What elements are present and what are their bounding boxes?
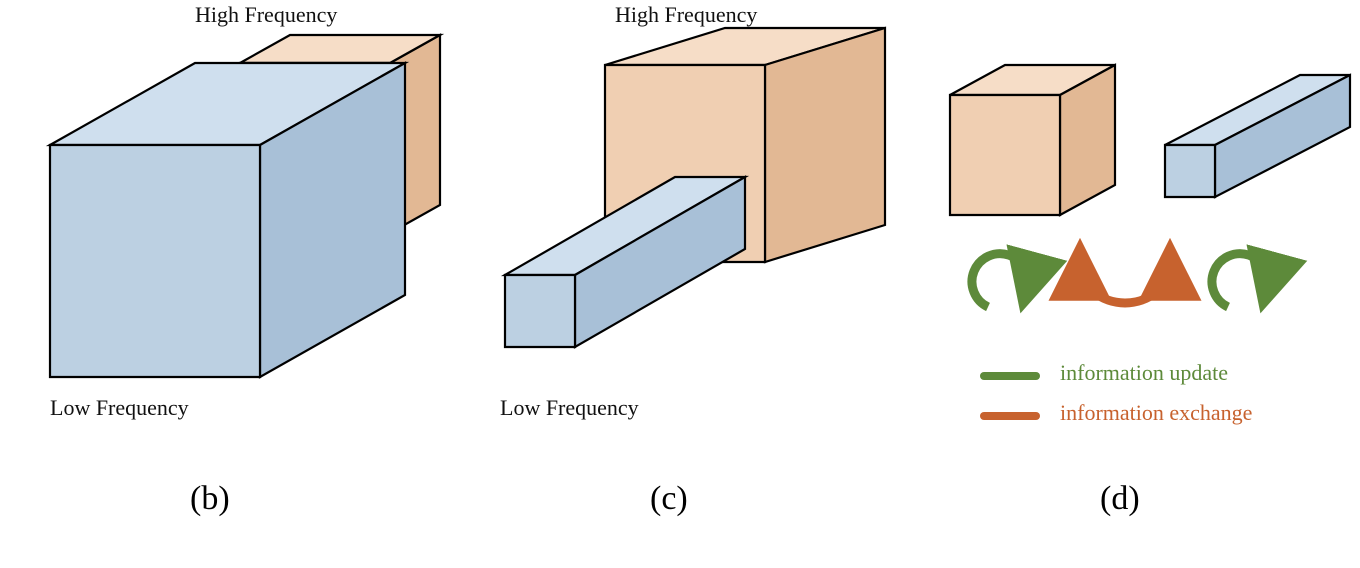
panel-c-low-label: Low Frequency bbox=[500, 395, 639, 421]
update-arrow-right bbox=[1212, 254, 1268, 307]
legend-update-text: information update bbox=[1060, 360, 1228, 386]
update-arrow-left bbox=[972, 254, 1028, 307]
panel-b-svg bbox=[10, 5, 480, 425]
panel-d-blue-bar bbox=[1165, 75, 1350, 197]
exchange-arrow bbox=[1080, 263, 1170, 303]
panel-b-high-label: High Frequency bbox=[195, 2, 337, 28]
legend-exchange-line bbox=[980, 412, 1040, 420]
panel-c-high-label: High Frequency bbox=[615, 2, 757, 28]
panel-b-label: (b) bbox=[190, 480, 230, 518]
legend-update-line bbox=[980, 372, 1040, 380]
panel-d-orange-cube bbox=[950, 65, 1115, 215]
panel-b-low-label: Low Frequency bbox=[50, 395, 189, 421]
panel-d-label: (d) bbox=[1100, 480, 1140, 518]
panel-c-svg bbox=[475, 5, 905, 425]
panel-b-low-cube bbox=[50, 63, 405, 377]
legend-exchange-text: information exchange bbox=[1060, 400, 1252, 426]
panel-c-label: (c) bbox=[650, 480, 688, 518]
